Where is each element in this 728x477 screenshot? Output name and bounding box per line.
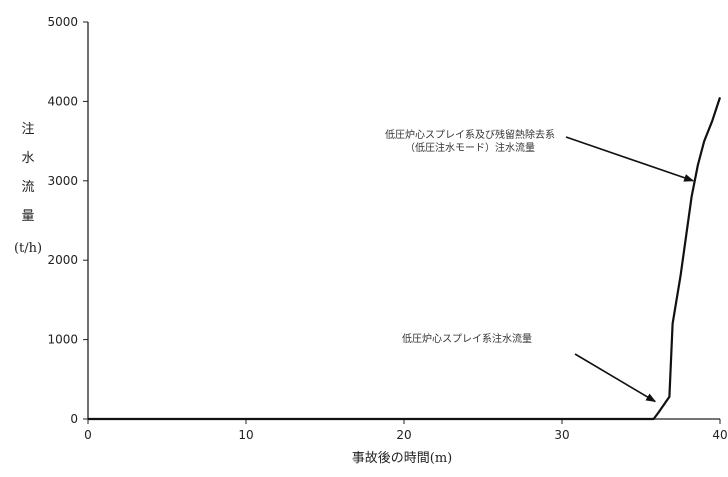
annotation-0: 低圧炉心スプレイ系及び残留熱除去系（低圧注水モード）注水流量	[385, 128, 695, 182]
series-line-0	[88, 97, 722, 421]
y-tick-label: 1000	[47, 333, 78, 347]
y-tick-label: 5000	[47, 15, 78, 29]
y-axis-title-char: 流	[21, 180, 34, 195]
annotation-arrow	[574, 353, 657, 403]
y-axis-title-char: 注	[21, 122, 34, 137]
annotation-label: 低圧炉心スプレイ系注水流量	[402, 332, 532, 345]
x-tick-label: 30	[554, 428, 569, 442]
y-tick-label: 0	[70, 412, 78, 426]
axis-titles: 事故後の時間(m) 注水流量 (t/h)	[14, 122, 452, 466]
y-tick-label: 3000	[47, 174, 78, 188]
annotation-arrow	[565, 136, 695, 182]
annotation-label: （低圧注水モード）注水流量	[405, 141, 535, 154]
y-axis-title-char: 量	[21, 209, 34, 224]
annotation-label: 低圧炉心スプレイ系及び残留熱除去系	[385, 128, 555, 141]
x-axis-title: 事故後の時間(m)	[352, 451, 452, 466]
y-tick-label: 4000	[47, 94, 78, 108]
x-tick-label: 20	[396, 428, 411, 442]
series	[88, 97, 722, 421]
x-tick-label: 0	[84, 428, 92, 442]
axes	[87, 22, 720, 420]
ticks: 0 1000 2000 3000 4000 5000 0 10 20 30 40	[47, 15, 727, 442]
y-axis-unit: (t/h)	[14, 241, 42, 256]
x-tick-label: 10	[238, 428, 253, 442]
y-tick-label: 2000	[47, 253, 78, 267]
annotations: 低圧炉心スプレイ系及び残留熱除去系（低圧注水モード）注水流量低圧炉心スプレイ系注…	[385, 128, 695, 403]
y-axis-title-char: 水	[21, 151, 34, 166]
annotation-1: 低圧炉心スプレイ系注水流量	[402, 332, 657, 403]
x-tick-label: 40	[712, 428, 727, 442]
